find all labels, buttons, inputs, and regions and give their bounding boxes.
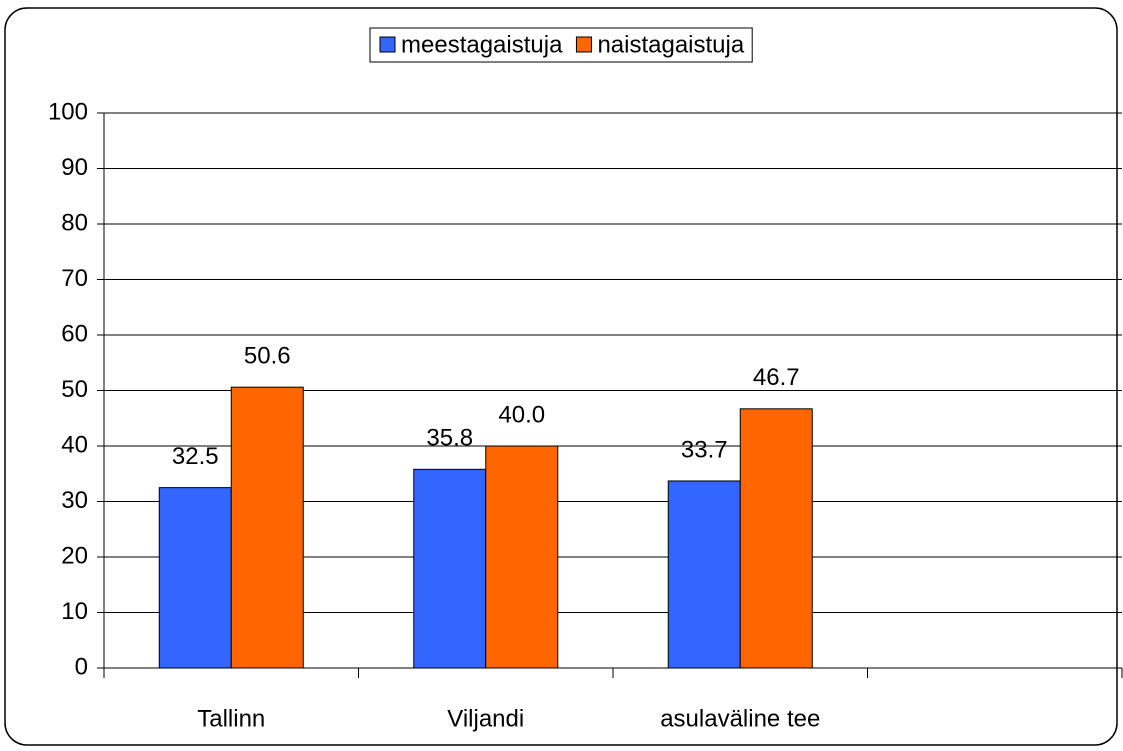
data-label: 33.7	[681, 436, 728, 463]
bar	[413, 468, 487, 669]
bar	[739, 408, 813, 669]
bar	[667, 480, 741, 669]
legend-box	[369, 27, 753, 63]
y-tick-label: 30	[61, 487, 88, 514]
bar	[230, 386, 304, 669]
data-label: 35.8	[426, 425, 473, 452]
y-tick-label: 40	[61, 431, 88, 458]
bar	[485, 445, 559, 669]
y-tick-label: 0	[75, 653, 88, 680]
data-label: 50.6	[244, 343, 291, 370]
y-tick-label: 70	[61, 265, 88, 292]
data-label: 46.7	[753, 364, 800, 391]
legend-label: meestagaistuja	[401, 31, 563, 58]
y-tick-label: 60	[61, 320, 88, 347]
x-tick-label: Tallinn	[197, 705, 265, 732]
y-tick-label: 90	[61, 154, 88, 181]
y-tick-label: 80	[61, 209, 88, 236]
y-tick-label: 50	[61, 376, 88, 403]
data-label: 32.5	[172, 443, 219, 470]
bar	[158, 487, 232, 669]
y-tick-label: 100	[48, 98, 88, 125]
y-tick-label: 20	[61, 542, 88, 569]
x-tick-label: asulaväline tee	[660, 705, 820, 732]
data-label: 40.0	[498, 401, 545, 428]
legend: meestagaistuja naistagaistuja	[369, 27, 753, 63]
legend-swatch	[379, 36, 396, 53]
y-tick-label: 10	[61, 598, 88, 625]
legend-swatch	[575, 36, 592, 53]
x-tick-label: Viljandi	[447, 705, 524, 732]
legend-label: naistagaistuja	[597, 31, 744, 58]
